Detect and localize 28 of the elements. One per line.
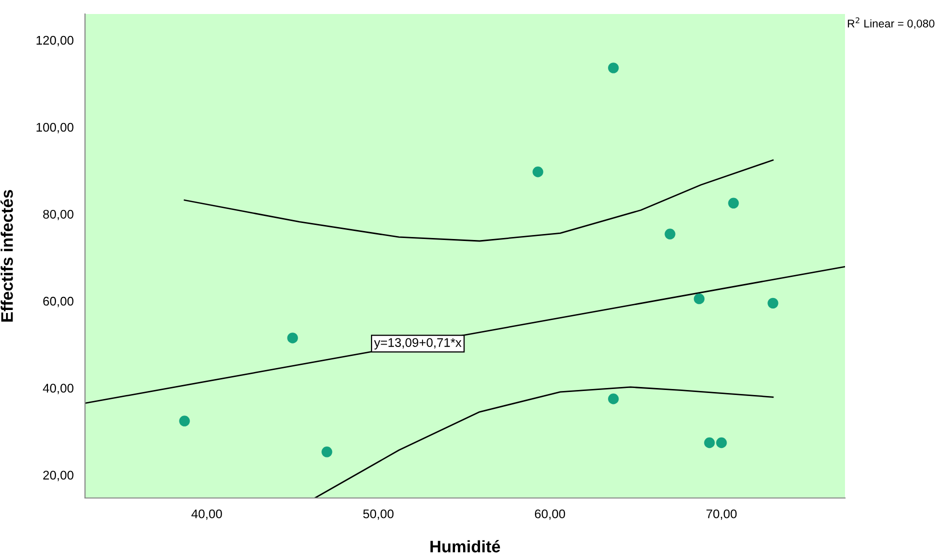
point (768, 298, 778, 309)
y-axis-title: Effectifs infectés (0, 190, 13, 322)
line-series (314, 386, 774, 498)
y-tick-label: 100,00 (36, 122, 74, 134)
y-tick-label: 40,00 (42, 384, 74, 394)
point (179, 416, 190, 426)
x-axis-title: Humidité (430, 540, 500, 552)
point (532, 166, 544, 178)
point (287, 332, 298, 344)
text: R$^{2}$ Linear = 0,080 (848, 17, 934, 29)
y-tick-label: 120,00 (36, 36, 74, 46)
point (664, 228, 676, 240)
point (728, 198, 739, 209)
x-tick-label: 50,00 (363, 509, 394, 520)
line-series (184, 159, 774, 242)
point (608, 62, 619, 74)
point (322, 446, 332, 458)
x-tick-label: 60,00 (534, 509, 566, 520)
annotation: y=13,09+0,71*x (374, 338, 462, 350)
y-tick-label: 60,00 (43, 296, 74, 308)
x-tick-label: 70,00 (706, 509, 737, 520)
point (704, 437, 715, 448)
y-tick-label: 80,00 (43, 210, 74, 220)
point (608, 394, 619, 404)
x-tick-label: 40,00 (191, 509, 222, 520)
point (694, 293, 705, 304)
y-tick-label: 20,00 (43, 470, 74, 482)
point (716, 437, 727, 448)
